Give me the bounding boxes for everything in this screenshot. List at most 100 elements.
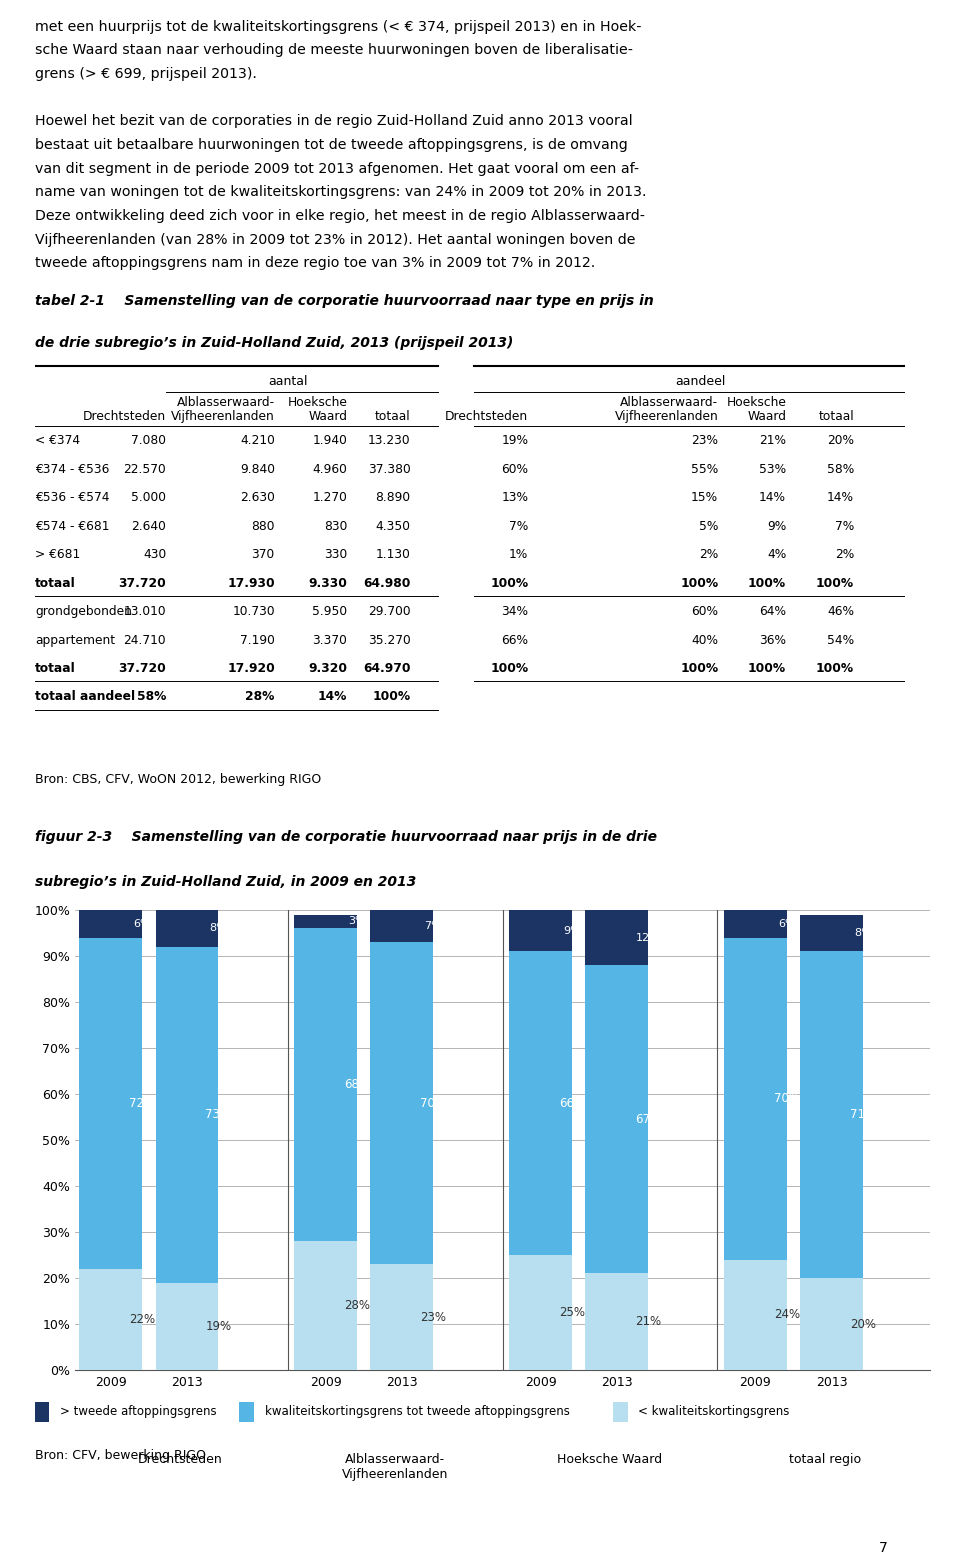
Bar [586, 1273, 648, 1370]
Text: 7%: 7% [424, 921, 442, 931]
Bar [371, 1264, 433, 1370]
Text: 13.010: 13.010 [124, 605, 166, 618]
Text: Alblasserwaard-
Vijfheerenlanden: Alblasserwaard- Vijfheerenlanden [342, 1453, 448, 1481]
Text: Vijfheerenlanden: Vijfheerenlanden [171, 410, 275, 424]
Text: 28%: 28% [344, 1300, 370, 1312]
Text: 17.920: 17.920 [228, 662, 275, 676]
Text: Hoeksche: Hoeksche [287, 396, 348, 408]
FancyBboxPatch shape [35, 1401, 50, 1422]
Text: 22.570: 22.570 [124, 463, 166, 475]
Text: > tweede aftoppingsgrens: > tweede aftoppingsgrens [60, 1404, 217, 1417]
Text: 5%: 5% [699, 519, 718, 533]
Text: 2%: 2% [699, 549, 718, 561]
Text: 880: 880 [252, 519, 275, 533]
Text: 3.370: 3.370 [312, 633, 348, 646]
Text: 53%: 53% [759, 463, 786, 475]
Text: €574 - €681: €574 - €681 [35, 519, 109, 533]
Text: bestaat uit betaalbare huurwoningen tot de tweede aftoppingsgrens, is de omvang: bestaat uit betaalbare huurwoningen tot … [35, 138, 628, 152]
Bar [295, 929, 357, 1242]
Text: 12%: 12% [636, 932, 660, 943]
Text: appartement: appartement [35, 633, 115, 646]
Text: 100%: 100% [680, 662, 718, 676]
Text: 23%: 23% [420, 1311, 446, 1323]
Bar [371, 942, 433, 1264]
Text: 70%: 70% [420, 1096, 446, 1110]
Text: tweede aftoppingsgrens nam in deze regio toe van 3% in 2009 tot 7% in 2012.: tweede aftoppingsgrens nam in deze regio… [35, 256, 595, 271]
Text: 36%: 36% [759, 633, 786, 646]
Text: 64.980: 64.980 [363, 577, 411, 590]
Text: €536 - €574: €536 - €574 [35, 491, 109, 504]
Text: aantal: aantal [269, 375, 308, 388]
Text: 4.960: 4.960 [312, 463, 348, 475]
Text: grondgebonden: grondgebonden [35, 605, 132, 618]
Text: 830: 830 [324, 519, 348, 533]
Text: 22%: 22% [129, 1312, 156, 1326]
Text: aandeel: aandeel [675, 375, 726, 388]
Text: 100%: 100% [748, 577, 786, 590]
Text: tabel 2-1    Samenstelling van de corporatie huurvoorraad naar type en prijs in: tabel 2-1 Samenstelling van de corporati… [35, 294, 654, 308]
Text: 58%: 58% [137, 690, 166, 704]
Text: 20%: 20% [827, 435, 854, 447]
Text: 6%: 6% [133, 918, 151, 929]
Text: 66%: 66% [501, 633, 528, 646]
Text: < €374: < €374 [35, 435, 80, 447]
Text: 64.970: 64.970 [363, 662, 411, 676]
Text: 9.330: 9.330 [308, 577, 348, 590]
Bar [295, 1242, 357, 1370]
Bar [724, 910, 787, 937]
Bar [295, 915, 357, 929]
Text: 14%: 14% [759, 491, 786, 504]
Text: 4.350: 4.350 [375, 519, 411, 533]
Bar [509, 910, 572, 951]
Text: 1.130: 1.130 [375, 549, 411, 561]
Text: 1.940: 1.940 [312, 435, 348, 447]
Bar [586, 910, 648, 965]
Text: 14%: 14% [827, 491, 854, 504]
Bar [801, 1278, 863, 1370]
Bar [156, 910, 218, 946]
Text: 37.380: 37.380 [368, 463, 411, 475]
Text: 67%: 67% [635, 1114, 661, 1126]
Bar [724, 937, 787, 1259]
Text: 17.930: 17.930 [228, 577, 275, 590]
Text: 430: 430 [143, 549, 166, 561]
Text: totaal: totaal [375, 410, 411, 424]
Text: < kwaliteitskortingsgrens: < kwaliteitskortingsgrens [638, 1404, 790, 1417]
Text: 100%: 100% [491, 577, 528, 590]
Text: 2.640: 2.640 [132, 519, 166, 533]
Text: 14%: 14% [318, 690, 348, 704]
Text: 100%: 100% [748, 662, 786, 676]
Text: 100%: 100% [816, 577, 854, 590]
Text: 66%: 66% [559, 1096, 585, 1110]
Text: 68%: 68% [344, 1078, 370, 1092]
Text: 8%: 8% [209, 923, 228, 934]
Text: 9.840: 9.840 [240, 463, 275, 475]
Text: 71%: 71% [850, 1109, 876, 1121]
Text: 100%: 100% [491, 662, 528, 676]
FancyBboxPatch shape [613, 1401, 628, 1422]
Bar [724, 1259, 787, 1370]
Bar [80, 1268, 142, 1370]
Text: 40%: 40% [691, 633, 718, 646]
Text: 24%: 24% [774, 1309, 800, 1322]
Text: 21%: 21% [635, 1315, 661, 1328]
Text: 1%: 1% [509, 549, 528, 561]
Text: figuur 2-3    Samenstelling van de corporatie huurvoorraad naar prijs in de drie: figuur 2-3 Samenstelling van de corporat… [35, 830, 657, 845]
Text: 15%: 15% [691, 491, 718, 504]
Text: Vijfheerenlanden (van 28% in 2009 tot 23% in 2012). Het aantal woningen boven de: Vijfheerenlanden (van 28% in 2009 tot 23… [35, 233, 636, 247]
Text: 20%: 20% [850, 1317, 876, 1331]
Text: €374 - €536: €374 - €536 [35, 463, 109, 475]
Text: 10.730: 10.730 [232, 605, 275, 618]
Text: subregio’s in Zuid-Holland Zuid, in 2009 en 2013: subregio’s in Zuid-Holland Zuid, in 2009… [35, 876, 417, 890]
Bar [509, 951, 572, 1254]
Text: totaal regio: totaal regio [789, 1453, 861, 1465]
Text: grens (> € 699, prijspeil 2013).: grens (> € 699, prijspeil 2013). [35, 67, 257, 81]
Text: sche Waard staan naar verhouding de meeste huurwoningen boven de liberalisatie-: sche Waard staan naar verhouding de mees… [35, 44, 633, 58]
Text: 35.270: 35.270 [368, 633, 411, 646]
Text: 25%: 25% [559, 1306, 585, 1318]
Text: 28%: 28% [246, 690, 275, 704]
Text: Drechtsteden: Drechtsteden [138, 1453, 223, 1465]
Text: 5.950: 5.950 [312, 605, 348, 618]
Text: totaal: totaal [818, 410, 854, 424]
Text: 37.720: 37.720 [118, 662, 166, 676]
